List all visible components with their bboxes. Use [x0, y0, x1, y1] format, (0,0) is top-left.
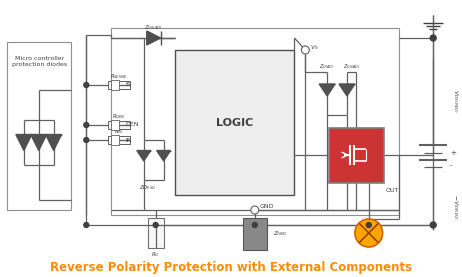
Circle shape: [84, 122, 89, 127]
Text: IS: IS: [125, 83, 131, 88]
Text: $R_{IN}$: $R_{IN}$: [114, 127, 124, 137]
Circle shape: [252, 222, 257, 227]
Text: $Z_{DS(AD)}$: $Z_{DS(AD)}$: [343, 63, 361, 71]
Bar: [176, 50, 294, 195]
Polygon shape: [31, 135, 47, 150]
Polygon shape: [46, 135, 61, 150]
Text: $R_G$: $R_G$: [152, 251, 160, 260]
Circle shape: [355, 219, 383, 247]
Circle shape: [84, 137, 89, 142]
Circle shape: [84, 222, 89, 227]
Circle shape: [301, 46, 309, 54]
Circle shape: [430, 35, 436, 41]
Text: IN: IN: [125, 137, 132, 142]
Bar: [108, 136, 130, 144]
Text: LOGIC: LOGIC: [216, 117, 254, 127]
Polygon shape: [137, 150, 151, 161]
Text: Reverse Polarity Protection with External Components: Reverse Polarity Protection with Externa…: [50, 260, 412, 273]
Text: $ZD_{ESD}$: $ZD_{ESD}$: [139, 184, 156, 193]
Bar: [111, 135, 119, 145]
Text: +: +: [450, 150, 456, 156]
Bar: [243, 218, 267, 250]
Circle shape: [366, 222, 371, 227]
Bar: [329, 128, 383, 183]
Text: $R_{SENSE}$: $R_{SENSE}$: [110, 73, 128, 81]
Text: $R_{DEN}$: $R_{DEN}$: [112, 112, 126, 121]
Polygon shape: [147, 31, 161, 45]
Polygon shape: [16, 135, 32, 150]
Bar: [108, 121, 130, 129]
Text: $Z_{D(AD)}$: $Z_{D(AD)}$: [319, 63, 335, 71]
Bar: [148, 218, 164, 248]
Bar: [7, 42, 72, 210]
Text: Micro controller
protection diodes: Micro controller protection diodes: [12, 56, 67, 67]
Bar: [111, 28, 399, 215]
Text: DEN: DEN: [125, 122, 139, 127]
Circle shape: [251, 206, 259, 214]
Bar: [108, 81, 130, 89]
Circle shape: [430, 222, 436, 228]
Text: GND: GND: [260, 204, 274, 209]
Text: OUT: OUT: [386, 189, 399, 194]
Text: -: -: [450, 162, 453, 168]
Circle shape: [84, 83, 89, 88]
Bar: [111, 80, 119, 90]
Text: $V_{DS(REV)}$: $V_{DS(REV)}$: [451, 89, 459, 113]
Circle shape: [153, 222, 158, 227]
Polygon shape: [319, 84, 335, 96]
Polygon shape: [157, 150, 170, 161]
Text: $Z_{GND}$: $Z_{GND}$: [273, 230, 287, 238]
Text: $-V_{S(REV)}$: $-V_{S(REV)}$: [451, 194, 459, 220]
Polygon shape: [339, 84, 355, 96]
Text: $V_S$: $V_S$: [310, 43, 319, 52]
Bar: [111, 120, 119, 130]
Text: $Z_{GS(AD)}$: $Z_{GS(AD)}$: [144, 24, 163, 32]
